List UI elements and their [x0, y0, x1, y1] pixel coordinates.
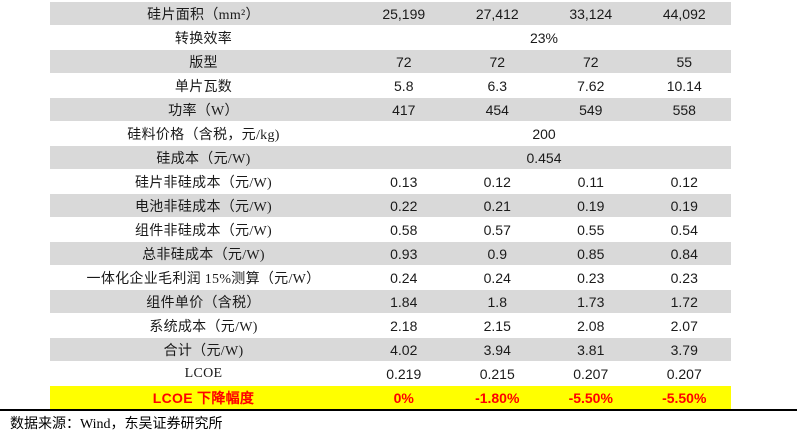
value-cell: 0.57: [483, 221, 511, 238]
value-cell: 0.54: [670, 221, 698, 238]
row-label: 合计（元/W): [163, 343, 244, 359]
row-label: 功率（W）: [168, 103, 239, 119]
value-cell: 2.07: [670, 317, 698, 334]
table-row: 合计（元/W) 4.02 3.94 3.81 3.79: [50, 338, 731, 362]
bottom-divider: [0, 409, 797, 411]
value-cell: 0.55: [577, 221, 605, 238]
value-cell: 0.23: [670, 269, 698, 286]
value-cell: 3.81: [577, 341, 605, 358]
value-cell: 1.73: [577, 293, 605, 310]
value-cell: 33,124: [569, 5, 613, 22]
value-cell: -5.50%: [662, 389, 707, 406]
row-label: 版型: [189, 55, 218, 71]
table-row: 硅片面积（mm²） 25,199 27,412 33,124 44,092: [50, 2, 731, 26]
value-cell: -5.50%: [568, 389, 613, 406]
value-cell: 55: [676, 53, 693, 70]
value-cell: 0.58: [390, 221, 418, 238]
value-cell: -1.80%: [475, 389, 520, 406]
value-cell: 3.79: [670, 341, 698, 358]
value-cell: 72: [582, 53, 599, 70]
value-cell: 0.19: [670, 197, 698, 214]
row-label: 硅料价格（含税，元/kg): [127, 127, 280, 143]
row-label: 硅成本（元/W): [156, 151, 251, 167]
row-label: 硅片非硅成本（元/W): [134, 175, 273, 191]
value-cell: 454: [485, 101, 509, 118]
row-label: LCOE 下降幅度: [152, 389, 255, 406]
table-row: 单片瓦数 5.8 6.3 7.62 10.14: [50, 74, 731, 98]
row-label: 转换效率: [174, 31, 233, 47]
table-row: 组件单价（含税） 1.84 1.8 1.73 1.72: [50, 290, 731, 314]
value-cell: 0.12: [670, 173, 698, 190]
row-label: 总非硅成本（元/W): [142, 247, 265, 263]
value-cell: 0.219: [386, 365, 422, 382]
value-cell: 558: [672, 101, 696, 118]
value-cell: 0.21: [483, 197, 511, 214]
row-label: 组件非硅成本（元/W): [134, 223, 273, 239]
table-row: 总非硅成本（元/W) 0.93 0.9 0.85 0.84: [50, 242, 731, 266]
value-cell: 0.13: [390, 173, 418, 190]
table-row: 系统成本（元/W) 2.18 2.15 2.08 2.07: [50, 314, 731, 338]
row-label: 单片瓦数: [174, 79, 233, 95]
table-row: 电池非硅成本（元/W) 0.22 0.21 0.19 0.19: [50, 194, 731, 218]
value-cell: 0.24: [483, 269, 511, 286]
row-label: 硅片面积（mm²）: [147, 7, 260, 23]
table-row: 转换效率 23%: [50, 26, 731, 50]
value-cell: 0.215: [479, 365, 515, 382]
value-cell: 1.84: [390, 293, 418, 310]
table-row: 硅料价格（含税，元/kg) 200: [50, 122, 731, 146]
table-row: 一体化企业毛利润 15%测算（元/W） 0.24 0.24 0.23 0.23: [50, 266, 731, 290]
value-cell: 27,412: [475, 5, 519, 22]
table-row: LCOE 下降幅度 0% -1.80% -5.50% -5.50%: [50, 386, 731, 410]
row-label: 一体化企业毛利润 15%测算（元/W）: [86, 271, 321, 287]
value-cell: 2.15: [483, 317, 511, 334]
value-cell: 0.207: [573, 365, 609, 382]
value-cell: 72: [395, 53, 412, 70]
value-cell: 7.62: [577, 77, 605, 94]
table-row: LCOE 0.219 0.215 0.207 0.207: [50, 362, 731, 386]
value-cell: 0.19: [577, 197, 605, 214]
row-label: LCOE: [184, 365, 223, 381]
merged-value-cell: 0.454: [526, 149, 562, 166]
value-cell: 0.207: [666, 365, 702, 382]
value-cell: 2.18: [390, 317, 418, 334]
value-cell: 6.3: [487, 77, 507, 94]
row-label: 电池非硅成本（元/W): [134, 199, 273, 215]
value-cell: 0.24: [390, 269, 418, 286]
value-cell: 5.8: [394, 77, 414, 94]
table-row: 功率（W） 417 454 549 558: [50, 98, 731, 122]
row-label: 系统成本（元/W): [149, 319, 258, 335]
table-row: 硅成本（元/W) 0.454: [50, 146, 731, 170]
data-source-note: 数据来源：Wind，东吴证券研究所: [10, 417, 223, 432]
value-cell: 0.11: [577, 173, 604, 190]
value-cell: 1.72: [670, 293, 698, 310]
value-cell: 0.84: [670, 245, 698, 262]
value-cell: 3.94: [483, 341, 511, 358]
value-cell: 0.23: [577, 269, 605, 286]
merged-value-cell: 23%: [529, 29, 559, 46]
value-cell: 44,092: [662, 5, 706, 22]
value-cell: 0.85: [577, 245, 605, 262]
value-cell: 0.93: [390, 245, 418, 262]
value-cell: 417: [392, 101, 416, 118]
value-cell: 0%: [393, 389, 414, 406]
value-cell: 2.08: [577, 317, 605, 334]
value-cell: 1.8: [487, 293, 507, 310]
value-cell: 72: [489, 53, 506, 70]
table-row: 版型 72 72 72 55: [50, 50, 731, 74]
merged-value-cell: 200: [532, 125, 556, 142]
value-cell: 10.14: [666, 77, 702, 94]
table-row: 硅片非硅成本（元/W) 0.13 0.12 0.11 0.12: [50, 170, 731, 194]
value-cell: 0.9: [487, 245, 507, 262]
value-cell: 0.12: [483, 173, 511, 190]
value-cell: 549: [579, 101, 603, 118]
value-cell: 0.22: [390, 197, 418, 214]
row-label: 组件单价（含税）: [146, 295, 261, 311]
value-cell: 25,199: [382, 5, 426, 22]
table-row: 组件非硅成本（元/W) 0.58 0.57 0.55 0.54: [50, 218, 731, 242]
cost-table: 硅片面积（mm²） 25,199 27,412 33,124 44,092 转换效率 23%…: [50, 2, 731, 410]
value-cell: 4.02: [390, 341, 418, 358]
